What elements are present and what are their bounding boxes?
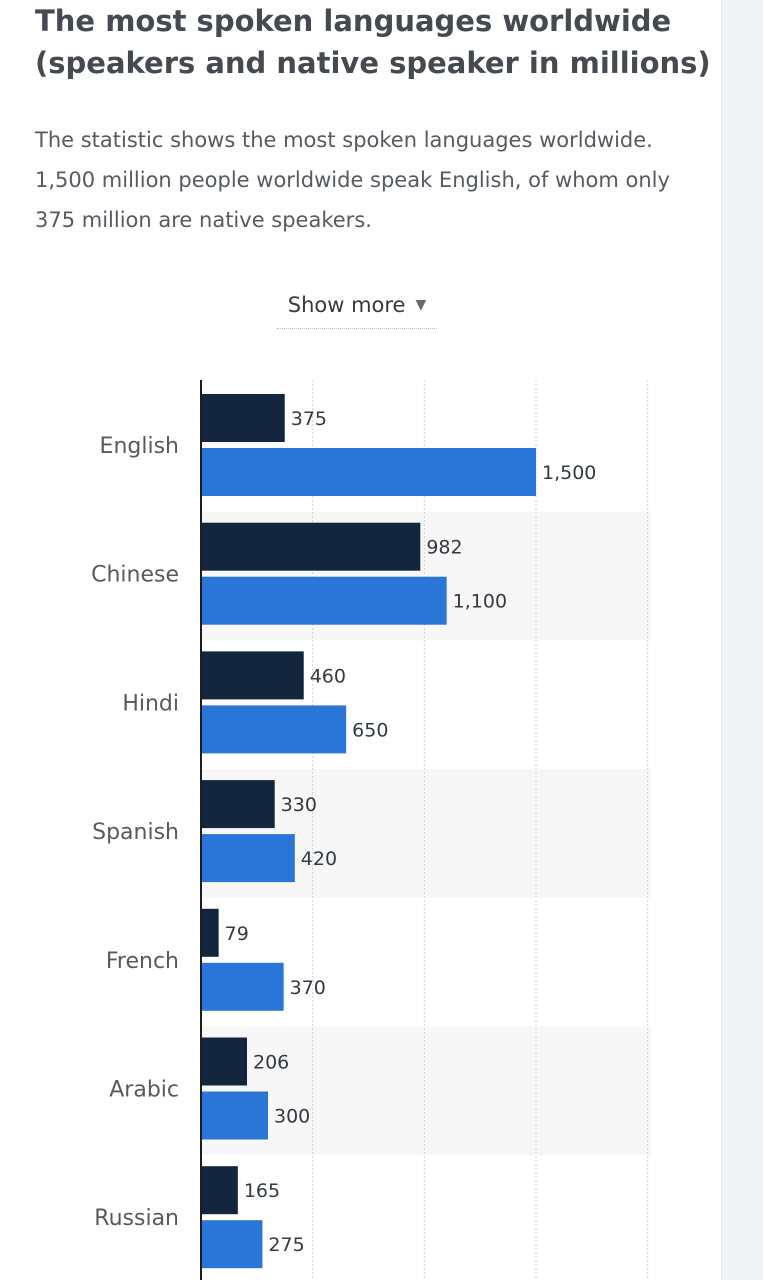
data-label: 420 — [301, 848, 337, 870]
data-label: 275 — [268, 1234, 304, 1256]
data-label: 650 — [352, 719, 388, 741]
bar-french-series-1 — [201, 908, 219, 957]
bar-chinese-series-1 — [201, 522, 421, 571]
bar-spanish-series-1 — [201, 780, 275, 829]
category-label-french: French — [106, 949, 179, 974]
category-label-chinese: Chinese — [91, 563, 179, 588]
bar-hindi-series-1 — [201, 651, 304, 700]
description-line-2: 1,500 million people worldwide speak Eng… — [35, 168, 670, 192]
category-label-arabic: Arabic — [109, 1078, 179, 1103]
chart-band — [201, 1026, 651, 1156]
category-label-english: English — [100, 434, 179, 459]
category-label-hindi: Hindi — [122, 691, 179, 716]
description-line-3: 375 million are native speakers. — [35, 208, 372, 232]
data-label: 79 — [225, 923, 249, 945]
page-title: The most spoken languages worldwide (spe… — [35, 0, 715, 84]
title-line-1: The most spoken languages worldwide — [35, 4, 672, 38]
bar-english-series-1 — [201, 394, 285, 442]
data-label: 1,500 — [542, 462, 596, 484]
bar-chart: 375 1,500 English 982 1,100 Chinese 460 650 Hind… — [91, 380, 651, 1280]
data-label: 370 — [290, 977, 326, 999]
bar-spanish-series-2 — [201, 834, 295, 883]
title-line-2: (speakers and native speaker in millions… — [35, 46, 711, 80]
bar-english-series-2 — [201, 448, 536, 496]
data-label: 375 — [291, 408, 327, 430]
caret-down-icon: ▼ — [415, 297, 427, 313]
data-label: 982 — [426, 537, 462, 559]
data-label: 1,100 — [453, 591, 507, 613]
show-more-button[interactable]: Show more ▼ — [277, 282, 437, 329]
category-label-spanish: Spanish — [92, 820, 179, 845]
show-more-label: Show more — [287, 293, 406, 317]
bar-arabic-series-1 — [201, 1037, 248, 1086]
data-label: 165 — [244, 1180, 280, 1202]
bar-russian-series-2 — [201, 1220, 263, 1269]
data-label: 330 — [281, 794, 317, 816]
bar-russian-series-1 — [201, 1166, 238, 1215]
data-label: 300 — [274, 1106, 310, 1128]
bar-hindi-series-2 — [201, 705, 347, 754]
description: The statistic shows the most spoken lang… — [35, 120, 705, 240]
data-label: 460 — [310, 665, 346, 687]
description-line-1: The statistic shows the most spoken lang… — [35, 128, 653, 152]
data-label: 206 — [253, 1052, 289, 1074]
category-label-russian: Russian — [94, 1206, 179, 1231]
bar-french-series-2 — [201, 962, 284, 1011]
bar-arabic-series-2 — [201, 1091, 268, 1140]
right-sidebar — [721, 0, 763, 1280]
bar-chinese-series-2 — [201, 576, 447, 625]
